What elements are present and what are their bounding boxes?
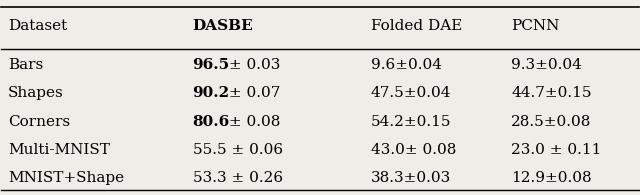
Text: 28.5±0.08: 28.5±0.08 [511,114,591,129]
Text: ± 0.08: ± 0.08 [225,114,281,129]
Text: Shapes: Shapes [8,86,63,100]
Text: Multi-MNIST: Multi-MNIST [8,143,109,157]
Text: PCNN: PCNN [511,19,559,33]
Text: Folded DAE: Folded DAE [371,19,462,33]
Text: 47.5±0.04: 47.5±0.04 [371,86,451,100]
Text: 43.0± 0.08: 43.0± 0.08 [371,143,456,157]
Text: Corners: Corners [8,114,70,129]
Text: 96.5: 96.5 [193,58,230,72]
Text: Bars: Bars [8,58,43,72]
Text: 9.3±0.04: 9.3±0.04 [511,58,582,72]
Text: ± 0.07: ± 0.07 [225,86,281,100]
Text: ± 0.03: ± 0.03 [225,58,281,72]
Text: 53.3 ± 0.26: 53.3 ± 0.26 [193,171,283,185]
Text: 90.2: 90.2 [193,86,230,100]
Text: MNIST+Shape: MNIST+Shape [8,171,124,185]
Text: 23.0 ± 0.11: 23.0 ± 0.11 [511,143,602,157]
Text: 9.6±0.04: 9.6±0.04 [371,58,442,72]
Text: DASBE: DASBE [193,19,253,33]
Text: 54.2±0.15: 54.2±0.15 [371,114,451,129]
Text: Dataset: Dataset [8,19,67,33]
Text: 80.6: 80.6 [193,114,230,129]
Text: 44.7±0.15: 44.7±0.15 [511,86,591,100]
Text: 38.3±0.03: 38.3±0.03 [371,171,451,185]
Text: 12.9±0.08: 12.9±0.08 [511,171,592,185]
Text: 55.5 ± 0.06: 55.5 ± 0.06 [193,143,283,157]
